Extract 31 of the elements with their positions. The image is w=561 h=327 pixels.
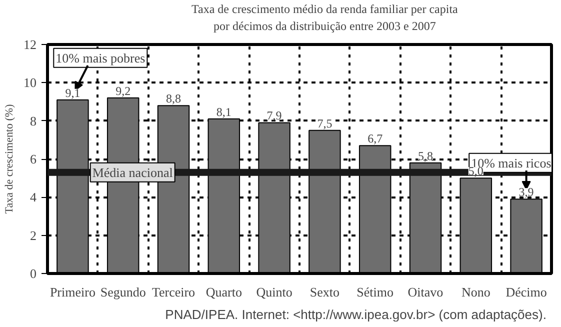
y-tick-label: 8 (30, 113, 36, 128)
x-tick-label: Sexto (310, 284, 340, 300)
data-label: 9,2 (116, 84, 131, 98)
x-tick-label: Segundo (100, 284, 146, 300)
ref-line-label: Média nacional (92, 164, 174, 180)
y-tick-label: 10 (24, 75, 36, 90)
x-tick-label: Sétimo (356, 284, 394, 300)
x-tick-label: Décimo (506, 284, 547, 300)
text: PNAD/IPEA. Internet: <http://www.ipea.gov.br> (com adaptações). (165, 307, 546, 322)
x-tick-label: Oitavo (408, 284, 444, 300)
y-tick-label: 12 (24, 37, 36, 52)
x-tick-label: Nono (461, 284, 490, 300)
y-tick-label: 2 (30, 228, 36, 243)
data-label: 5,8 (418, 148, 433, 163)
x-tick-label: Quarto (206, 284, 242, 300)
data-label: 3,9 (518, 185, 534, 200)
data-label: 7,9 (266, 108, 282, 123)
y-tick-label: 0 (30, 266, 36, 281)
data-label: 7,5 (317, 116, 332, 130)
data-label: 8,1 (216, 104, 232, 119)
x-tick-label: Quinto (256, 284, 292, 300)
data-label: 6,7 (368, 132, 383, 146)
annotation: 10% mais pobres (56, 50, 146, 66)
x-tick-label: Terceiro (152, 284, 196, 300)
data-label: 8,8 (166, 92, 181, 106)
y-tick-label: 4 (30, 190, 37, 205)
x-tick-label: Primeiro (50, 284, 96, 300)
y-axis-title: Taxa de crescimento (%) (4, 104, 16, 214)
data-label: 9,1 (65, 86, 80, 100)
y-tick-label: 6 (30, 152, 37, 166)
chart-title: Taxa de crescimento médio da renda familiar per capita por décimos da distribuição entre 2003 e 2007 (192, 2, 459, 33)
